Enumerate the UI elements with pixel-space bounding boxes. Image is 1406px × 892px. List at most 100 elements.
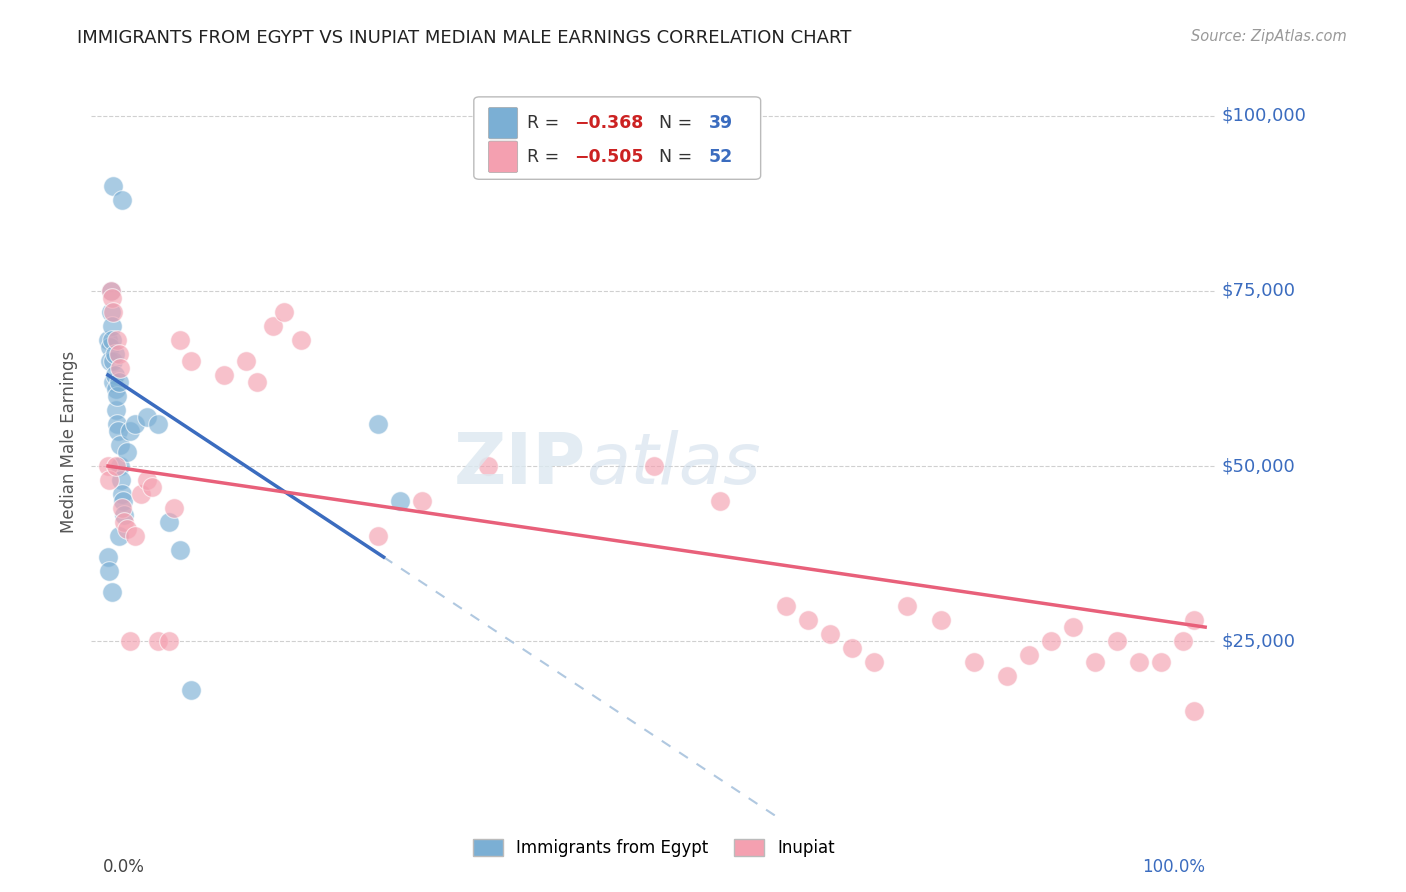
Point (103, 368, 125, 382)
Point (103, 305, 125, 319)
Point (101, 291, 124, 305)
Point (115, 522, 138, 536)
Point (100, 284, 122, 298)
Point (180, 683, 202, 698)
Point (135, 473, 157, 487)
Point (797, 613, 820, 627)
Point (273, 305, 295, 319)
Point (157, 634, 180, 648)
Point (103, 178, 125, 193)
Point (111, 193, 134, 207)
Y-axis label: Median Male Earnings: Median Male Earnings (59, 351, 77, 533)
Point (108, 347, 131, 361)
Point (108, 361, 131, 376)
Point (101, 333, 124, 347)
Point (111, 487, 134, 501)
Text: $100,000: $100,000 (1222, 107, 1306, 125)
Point (129, 487, 152, 501)
Point (104, 382, 127, 396)
Point (124, 529, 146, 543)
Point (108, 529, 131, 543)
Point (103, 347, 125, 361)
Point (1084, 655, 1107, 669)
Point (1128, 655, 1150, 669)
Text: Source: ZipAtlas.com: Source: ZipAtlas.com (1191, 29, 1347, 44)
Text: N =: N = (648, 114, 697, 132)
Point (100, 284, 122, 298)
Point (841, 641, 863, 656)
Point (98, 564, 121, 578)
Point (1171, 634, 1194, 648)
Text: 39: 39 (709, 114, 733, 132)
Point (1018, 648, 1040, 662)
Point (97, 458, 120, 473)
Point (962, 655, 984, 669)
Text: N =: N = (648, 148, 697, 166)
Point (118, 424, 141, 438)
Point (107, 424, 129, 438)
Point (105, 389, 128, 403)
Point (108, 438, 131, 452)
Point (101, 585, 124, 599)
Point (1182, 704, 1205, 718)
Point (477, 458, 499, 473)
Point (105, 333, 128, 347)
Text: 52: 52 (709, 148, 733, 166)
Text: −0.505: −0.505 (574, 148, 644, 166)
Point (367, 417, 389, 431)
Point (104, 458, 127, 473)
Point (141, 480, 163, 494)
Point (643, 458, 665, 473)
Point (103, 375, 125, 389)
Point (124, 417, 146, 431)
Point (110, 473, 132, 487)
Point (290, 333, 312, 347)
Text: $75,000: $75,000 (1222, 282, 1296, 300)
Point (157, 515, 180, 529)
Point (98, 354, 121, 368)
Text: $25,000: $25,000 (1222, 632, 1296, 650)
Point (863, 655, 886, 669)
Point (146, 634, 169, 648)
Point (111, 501, 134, 516)
Point (169, 543, 191, 558)
Point (212, 368, 235, 382)
Legend: Immigrants from Egypt, Inupiat: Immigrants from Egypt, Inupiat (467, 832, 841, 864)
Point (818, 627, 841, 641)
Point (115, 445, 138, 459)
Point (1150, 655, 1173, 669)
Point (114, 508, 136, 522)
FancyBboxPatch shape (474, 97, 761, 179)
Point (108, 458, 131, 473)
Point (775, 599, 797, 613)
Point (709, 494, 731, 508)
Point (105, 417, 128, 431)
Text: ZIP: ZIP (454, 430, 586, 499)
Point (1039, 634, 1062, 648)
Text: 0.0%: 0.0% (103, 858, 145, 876)
Point (103, 354, 125, 368)
Point (108, 375, 131, 389)
Point (389, 494, 412, 508)
Point (246, 375, 269, 389)
Point (98, 340, 121, 354)
Point (995, 669, 1018, 683)
Point (97, 333, 120, 347)
Point (411, 494, 433, 508)
Point (180, 354, 202, 368)
Point (101, 318, 124, 333)
Point (367, 529, 389, 543)
FancyBboxPatch shape (488, 141, 517, 172)
Point (146, 417, 169, 431)
Point (112, 494, 135, 508)
Point (98, 473, 121, 487)
Point (262, 318, 284, 333)
Point (114, 515, 136, 529)
Point (929, 613, 952, 627)
Text: R =: R = (527, 148, 564, 166)
Point (169, 333, 191, 347)
Point (235, 354, 257, 368)
Text: R =: R = (527, 114, 564, 132)
Point (896, 599, 918, 613)
Point (1182, 613, 1205, 627)
